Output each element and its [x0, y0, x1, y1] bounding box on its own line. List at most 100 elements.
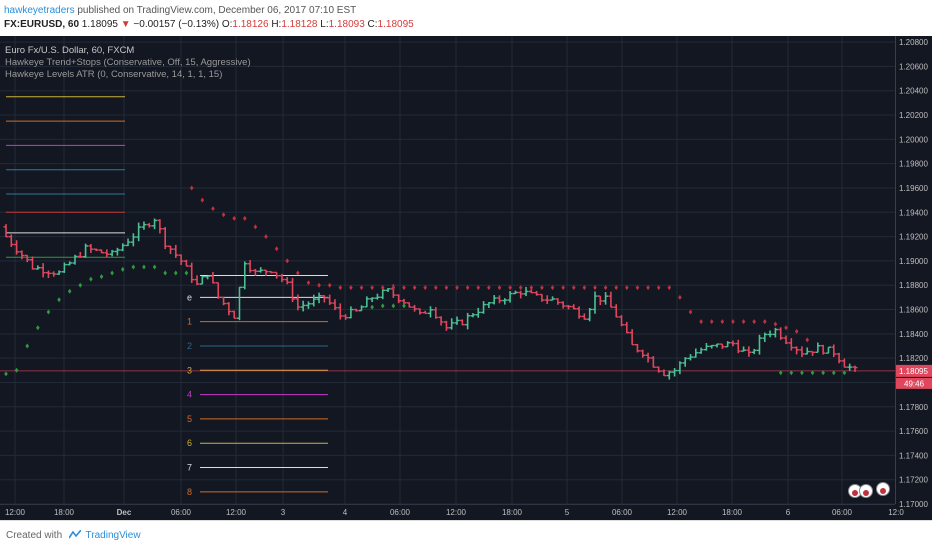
stop-dot-red — [678, 294, 682, 300]
publish-line: hawkeyetraders published on TradingView.… — [4, 5, 356, 16]
event-flag-dot — [880, 488, 886, 494]
legend-study-levels-atr[interactable]: Hawkeye Levels ATR (0, Conservative, 14,… — [5, 69, 223, 80]
x-tick-label: 4 — [343, 508, 348, 517]
stop-dot-green — [152, 264, 157, 270]
x-tick-label: 06:00 — [390, 508, 411, 517]
stop-dot-red — [317, 282, 321, 288]
x-tick-label: 06:00 — [612, 508, 633, 517]
close-value: 1.18095 — [377, 19, 414, 30]
level-label: 2 — [187, 341, 192, 351]
author-link[interactable]: hawkeyetraders — [4, 5, 75, 16]
x-tick-label: 06:00 — [171, 508, 192, 517]
change-value: −0.00157 (−0.13%) — [133, 19, 220, 30]
high-label: H: — [271, 19, 282, 30]
stop-dot-red — [497, 285, 502, 291]
low-value: 1.18093 — [328, 19, 365, 30]
open-value: 1.18126 — [232, 19, 269, 30]
stop-dot-red — [242, 215, 247, 221]
footer-bar: Created with TradingView — [0, 520, 932, 551]
stop-dot-red — [699, 319, 703, 325]
stop-dot-red — [211, 206, 215, 212]
y-tick-label: 1.20200 — [899, 111, 928, 120]
stop-dot-red — [232, 215, 236, 221]
stop-dot-red — [508, 285, 512, 291]
stop-dot-red — [253, 224, 258, 230]
stop-dot-red — [434, 285, 438, 291]
stop-dot-green — [370, 304, 374, 310]
stop-dot-green — [789, 370, 794, 376]
created-with: Created with TradingView — [6, 530, 141, 541]
stop-dot-green — [120, 266, 125, 272]
price-chart[interactable]: 1.20800 1.20600 1.20400 1.20200 1.20000 1.198… — [0, 36, 932, 520]
stop-dot-red — [656, 285, 661, 291]
stop-dot-red — [306, 280, 311, 286]
y-tick-label: 1.18800 — [899, 281, 928, 290]
stop-dot-green — [89, 276, 93, 282]
stop-dot-red — [762, 319, 767, 325]
y-tick-label: 1.17800 — [899, 403, 928, 412]
stop-dot-green — [184, 270, 189, 276]
stop-dot-red — [784, 325, 788, 331]
stop-dot-red — [571, 285, 576, 291]
countdown-label: 49:46 — [904, 379, 925, 388]
stop-dot-red — [794, 328, 799, 334]
stop-dot-red — [593, 285, 597, 291]
stop-dot-green — [380, 303, 385, 309]
stop-dot-red — [709, 319, 714, 325]
stop-dot-red — [582, 285, 587, 291]
y-tick-label: 1.19400 — [899, 208, 928, 217]
stop-dot-red — [402, 285, 406, 291]
stop-dot-red — [518, 285, 523, 291]
high-value: 1.18128 — [281, 19, 318, 30]
created-with-label: Created with — [6, 530, 63, 541]
y-tick-label: 1.20000 — [899, 135, 928, 144]
x-tick-label: 12:00 — [446, 508, 467, 517]
stop-dot-red — [391, 285, 396, 291]
stop-dot-green — [14, 367, 19, 373]
legend-study-trend-stops[interactable]: Hawkeye Trend+Stops (Conservative, Off, … — [5, 57, 251, 68]
y-tick-label: 1.18600 — [899, 306, 928, 315]
y-tick-label: 1.20600 — [899, 62, 928, 71]
stop-dot-red — [455, 285, 459, 291]
y-tick-label: 1.17200 — [899, 476, 928, 485]
stop-dot-red — [359, 285, 364, 291]
stop-dot-red — [285, 258, 290, 264]
chart-legend: Euro Fx/U.S. Dollar, 60, FXCM Hawkeye Tr… — [5, 45, 251, 81]
stop-dot-green — [800, 370, 804, 376]
tradingview-brand[interactable]: TradingView — [85, 530, 141, 541]
stop-dot-green — [131, 264, 136, 270]
stop-dot-green — [36, 325, 40, 331]
x-tick-label: 6 — [786, 508, 791, 517]
y-tick-label: 1.18200 — [899, 354, 928, 363]
stop-dot-red — [221, 212, 226, 218]
stop-dot-green — [821, 370, 825, 376]
stop-dot-red — [614, 285, 619, 291]
level-label: 3 — [187, 365, 192, 375]
symbol-line: FX:EURUSD, 60 1.18095 ▼ −0.00157 (−0.13%… — [4, 19, 414, 30]
stop-dot-red — [731, 319, 735, 325]
stop-dot-green — [163, 270, 167, 276]
y-tick-label: 1.20400 — [899, 87, 928, 96]
level-label: 8 — [187, 487, 192, 497]
stop-dot-green — [402, 303, 406, 309]
stop-dot-red — [752, 319, 756, 325]
x-tick-label: 18:00 — [722, 508, 743, 517]
stop-dot-green — [25, 343, 30, 349]
stop-dot-red — [487, 285, 491, 291]
stop-dot-red — [550, 285, 555, 291]
y-tick-label: 1.17000 — [899, 500, 928, 509]
stop-dot-red — [370, 285, 374, 291]
last-price-tag-label: 1.18095 — [899, 367, 928, 376]
stop-dot-red — [646, 285, 650, 291]
stop-dot-red — [338, 285, 343, 291]
stop-dot-green — [110, 270, 114, 276]
stop-dot-red — [264, 234, 268, 240]
low-label: L: — [320, 19, 329, 30]
level-label: 4 — [187, 390, 192, 400]
chart-area[interactable]: 1.20800 1.20600 1.20400 1.20200 1.20000 1.198… — [0, 36, 932, 520]
stop-dot-red — [540, 285, 544, 291]
level-label: 1 — [187, 317, 192, 327]
stop-dot-red — [635, 285, 640, 291]
level-label: 6 — [187, 438, 192, 448]
event-flag-dot — [852, 490, 858, 496]
